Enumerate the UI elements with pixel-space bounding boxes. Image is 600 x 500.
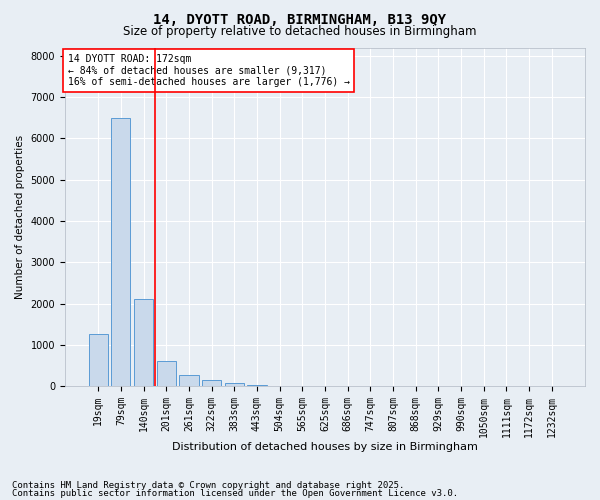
Bar: [202, 380, 221, 386]
Text: Contains public sector information licensed under the Open Government Licence v3: Contains public sector information licen…: [12, 489, 458, 498]
Bar: [247, 385, 266, 386]
Bar: [179, 374, 199, 386]
Text: Contains HM Land Registry data © Crown copyright and database right 2025.: Contains HM Land Registry data © Crown c…: [12, 480, 404, 490]
Y-axis label: Number of detached properties: Number of detached properties: [15, 134, 25, 299]
Bar: [111, 118, 130, 386]
Bar: [134, 300, 153, 386]
Text: Size of property relative to detached houses in Birmingham: Size of property relative to detached ho…: [123, 25, 477, 38]
X-axis label: Distribution of detached houses by size in Birmingham: Distribution of detached houses by size …: [172, 442, 478, 452]
Text: 14, DYOTT ROAD, BIRMINGHAM, B13 9QY: 14, DYOTT ROAD, BIRMINGHAM, B13 9QY: [154, 12, 446, 26]
Bar: [89, 334, 108, 386]
Text: 14 DYOTT ROAD: 172sqm
← 84% of detached houses are smaller (9,317)
16% of semi-d: 14 DYOTT ROAD: 172sqm ← 84% of detached …: [68, 54, 350, 88]
Bar: [157, 362, 176, 386]
Bar: [224, 383, 244, 386]
